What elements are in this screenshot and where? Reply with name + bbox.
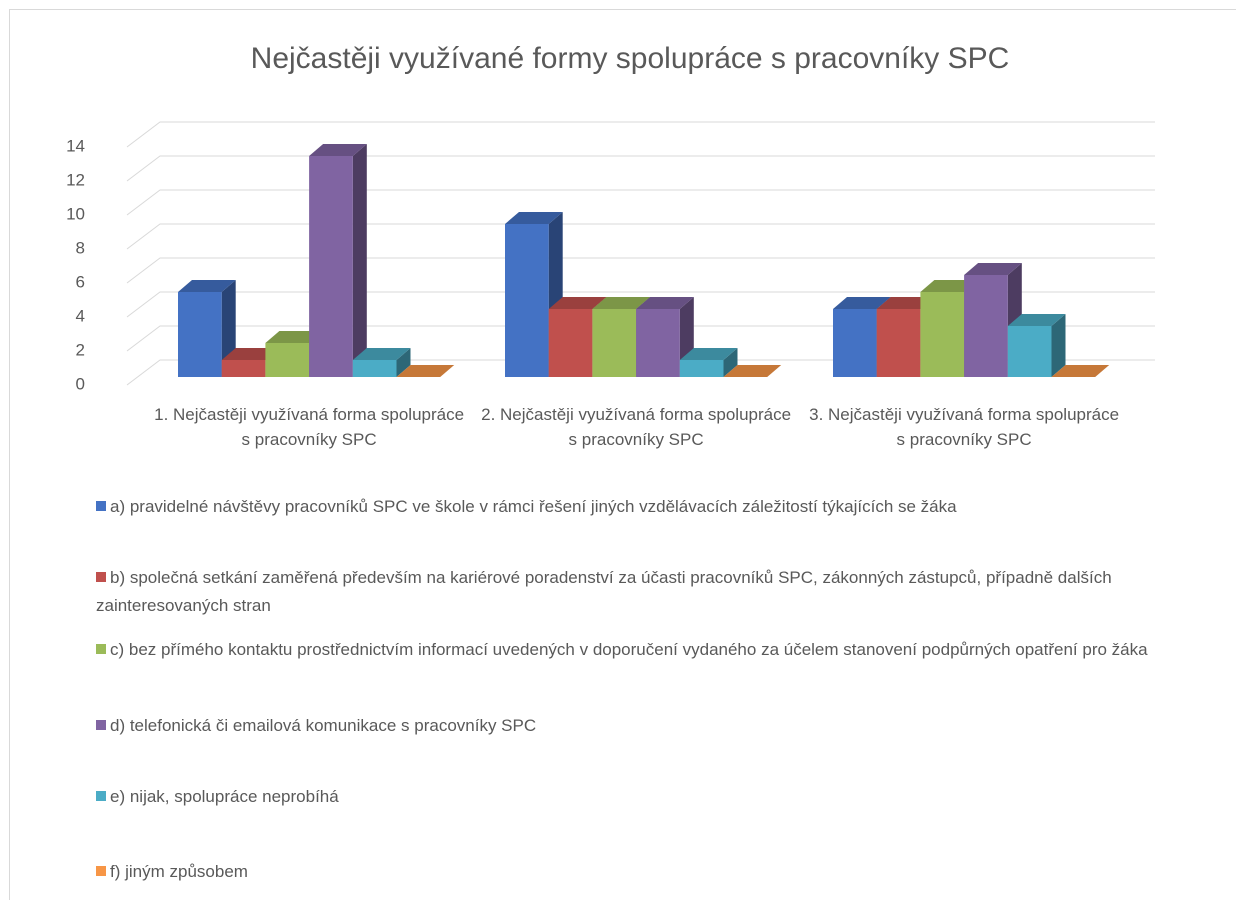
legend-item: a) pravidelné návštěvy pracovníků SPC ve… xyxy=(96,493,1156,521)
bar-top xyxy=(548,297,607,309)
bar-front xyxy=(636,309,680,377)
bar-top xyxy=(723,365,782,377)
legend-label: e) nijak, spolupráce neprobíhá xyxy=(110,787,339,806)
bar-top xyxy=(1051,365,1110,377)
y-tick-label: 10 xyxy=(66,204,85,223)
bar-top xyxy=(920,280,979,292)
legend-label: f) jiným způsobem xyxy=(110,862,248,881)
bar-top xyxy=(505,212,563,224)
grid-line xyxy=(126,155,1155,182)
bar-top xyxy=(679,348,738,360)
y-tick-label: 8 xyxy=(76,238,85,257)
bar-top xyxy=(352,348,411,360)
bar xyxy=(723,365,782,377)
bar-front xyxy=(265,343,310,377)
bar-front xyxy=(592,309,637,377)
bar xyxy=(178,280,236,377)
bar-top xyxy=(221,348,280,360)
grid-line xyxy=(126,223,1155,250)
bar-front xyxy=(178,292,222,377)
bar-front xyxy=(309,156,353,377)
bar-top xyxy=(265,331,324,343)
bar-front xyxy=(833,309,877,377)
bar-front xyxy=(1007,326,1052,377)
bar-front xyxy=(964,275,1008,377)
y-tick-label: 14 xyxy=(66,136,85,155)
grid-line xyxy=(126,325,1155,352)
grid-line xyxy=(126,291,1155,318)
bar-side xyxy=(396,348,411,377)
bar xyxy=(679,348,738,377)
chart-border xyxy=(9,9,1236,900)
bar-front xyxy=(352,360,397,377)
bar xyxy=(1051,365,1110,377)
y-tick-label: 12 xyxy=(66,170,85,189)
legend-swatch xyxy=(96,501,106,511)
legend-item: f) jiným způsobem xyxy=(96,858,1156,886)
bar-front xyxy=(505,224,549,377)
x-tick-label: 2. Nejčastěji využívaná forma spolupráce… xyxy=(481,405,792,449)
legend-label: a) pravidelné návštěvy pracovníků SPC ve… xyxy=(110,497,957,516)
bar-side xyxy=(723,348,738,377)
bar-front xyxy=(920,292,965,377)
bar-front xyxy=(679,360,724,377)
bar-front xyxy=(221,360,266,377)
legend-label: d) telefonická či emailová komunikace s … xyxy=(110,716,537,735)
legend-item: b) společná setkání zaměřená především n… xyxy=(96,564,1156,620)
bar xyxy=(1007,314,1066,377)
bar-top xyxy=(592,297,651,309)
legend-label: c) bez přímého kontaktu prostřednictvím … xyxy=(110,640,1148,659)
bar-top xyxy=(964,263,1022,275)
legend-swatch xyxy=(96,572,106,582)
bar-top xyxy=(396,365,455,377)
y-tick-label: 0 xyxy=(76,374,85,393)
bar-top xyxy=(309,144,367,156)
legend-swatch xyxy=(96,791,106,801)
legend-swatch xyxy=(96,866,106,876)
legend-item: d) telefonická či emailová komunikace s … xyxy=(96,712,1156,740)
bar-top xyxy=(178,280,236,292)
bar xyxy=(352,348,411,377)
legend-swatch xyxy=(96,720,106,730)
grid-line xyxy=(126,257,1155,284)
grid-line xyxy=(126,359,1155,386)
bar-side xyxy=(1051,314,1066,377)
chart-title: Nejčastěji využívané formy spolupráce s … xyxy=(251,42,1010,75)
bar xyxy=(309,144,367,377)
grid-line xyxy=(126,121,1155,148)
legend-label: b) společná setkání zaměřená především n… xyxy=(96,568,1112,615)
legend-item: e) nijak, spolupráce neprobíhá xyxy=(96,783,1156,811)
bar-front xyxy=(876,309,921,377)
grid-line xyxy=(126,189,1155,216)
bar xyxy=(396,365,455,377)
x-tick-label: 3. Nejčastěji využívaná forma spolupráce… xyxy=(809,405,1120,449)
bar-front xyxy=(548,309,593,377)
bar-top xyxy=(833,297,891,309)
legend-swatch xyxy=(96,644,106,654)
bar-top xyxy=(876,297,935,309)
x-tick-label: 1. Nejčastěji využívaná forma spolupráce… xyxy=(154,405,465,449)
bar-top xyxy=(1007,314,1066,326)
bar-top xyxy=(636,297,694,309)
bar-side xyxy=(352,144,367,377)
y-tick-label: 2 xyxy=(76,340,85,359)
y-tick-label: 4 xyxy=(76,306,85,325)
y-tick-label: 6 xyxy=(76,272,85,291)
legend-item: c) bez přímého kontaktu prostřednictvím … xyxy=(96,636,1156,664)
